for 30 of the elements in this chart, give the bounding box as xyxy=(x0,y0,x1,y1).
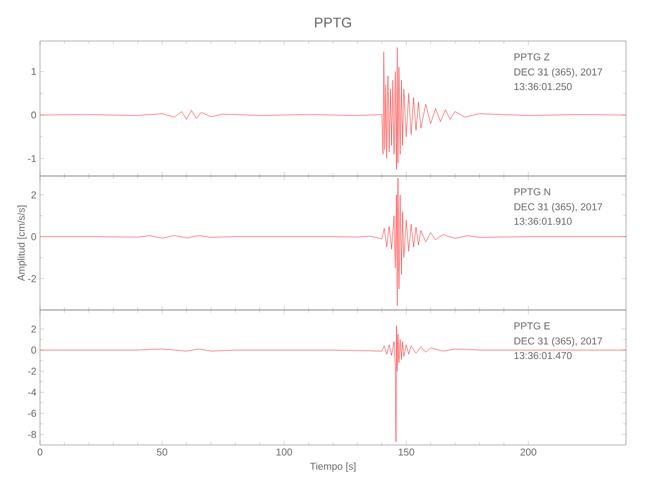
x-tick-label: 100 xyxy=(276,448,292,456)
annotation: DEC 31 (365), 2017 xyxy=(514,68,602,78)
y-tick-label: -6 xyxy=(28,410,36,417)
chart-title: PPTG xyxy=(315,18,352,28)
annotation: DEC 31 (365), 2017 xyxy=(514,202,602,212)
y-tick-label: -1 xyxy=(28,155,36,162)
annotation: PPTG E xyxy=(514,322,550,330)
x-tick-label: 200 xyxy=(520,448,536,456)
line-series xyxy=(40,47,626,170)
annotation: 13:36:01.910 xyxy=(514,218,572,225)
x-tick-label: 150 xyxy=(398,448,414,456)
annotation: PPTG Z xyxy=(514,53,550,60)
y-tick-label: 1 xyxy=(32,68,36,75)
y-tick-label: -4 xyxy=(28,388,36,396)
x-axis-title: Tiempo [s] xyxy=(310,462,356,472)
y-tick-label: 0 xyxy=(31,233,36,240)
x-tick-label: 0 xyxy=(38,448,42,456)
annotation: 13:36:01.250 xyxy=(514,83,572,90)
y-tick-label: 2 xyxy=(31,191,36,198)
y-tick-label: 0 xyxy=(31,111,36,119)
y-tick-label: -8 xyxy=(28,430,36,438)
x-tick-label: 50 xyxy=(156,448,168,456)
y-tick-label: 0 xyxy=(31,346,36,354)
y-tick-label: -2 xyxy=(28,368,36,375)
y-tick-label: 2 xyxy=(31,325,36,332)
annotation: DEC 31 (365), 2017 xyxy=(514,337,602,347)
annotation: PPTG N xyxy=(514,188,550,196)
y-tick-label: -2 xyxy=(28,275,36,282)
y-axis-title: Amplitud [cm/s/s] xyxy=(17,206,27,282)
annotation: 13:36:01.470 xyxy=(514,352,572,360)
